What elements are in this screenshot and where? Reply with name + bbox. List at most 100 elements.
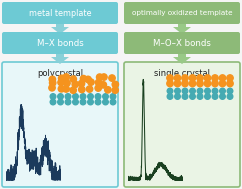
Circle shape [85,76,91,83]
Circle shape [70,87,76,93]
Circle shape [220,94,225,99]
Circle shape [212,75,218,81]
Circle shape [219,80,226,87]
Circle shape [212,94,218,99]
Circle shape [103,94,108,99]
Circle shape [58,79,64,86]
Circle shape [63,86,69,92]
Circle shape [80,75,87,82]
Polygon shape [173,57,191,64]
Polygon shape [56,22,64,27]
Circle shape [112,87,118,93]
Circle shape [88,94,93,99]
Circle shape [95,85,101,91]
FancyBboxPatch shape [124,32,240,54]
Circle shape [212,80,218,87]
Circle shape [65,99,71,105]
FancyBboxPatch shape [124,62,240,187]
Circle shape [190,94,195,99]
Circle shape [50,99,56,105]
Circle shape [175,94,180,99]
Circle shape [101,74,107,80]
Polygon shape [51,57,69,64]
Text: optimally oxidized template: optimally oxidized template [132,10,232,16]
Circle shape [109,75,115,81]
Circle shape [88,79,94,85]
Circle shape [58,94,63,99]
Circle shape [79,86,85,93]
Circle shape [182,94,188,99]
Circle shape [73,99,78,105]
Circle shape [227,94,233,99]
Circle shape [63,74,69,80]
Circle shape [174,75,181,81]
Circle shape [105,87,111,93]
Circle shape [97,74,103,80]
Polygon shape [178,22,186,27]
Circle shape [174,80,181,87]
Circle shape [64,80,70,86]
Circle shape [197,88,203,94]
FancyBboxPatch shape [2,32,118,54]
Polygon shape [173,27,191,34]
Circle shape [219,75,226,81]
Circle shape [190,88,195,94]
Circle shape [95,99,101,105]
Circle shape [73,94,78,99]
Circle shape [167,80,173,87]
Circle shape [204,80,211,87]
Polygon shape [51,27,69,34]
Circle shape [175,88,180,94]
Circle shape [95,94,101,99]
Circle shape [88,99,93,105]
Text: single crystal: single crystal [154,69,210,78]
Circle shape [205,94,210,99]
Circle shape [100,82,106,88]
Circle shape [103,99,108,105]
Circle shape [167,88,173,94]
Circle shape [58,99,63,105]
Polygon shape [178,52,186,57]
Circle shape [112,81,119,88]
Text: M–O–X bonds: M–O–X bonds [153,39,211,47]
Circle shape [80,99,86,105]
Circle shape [49,80,56,86]
Circle shape [205,88,210,94]
Text: polycrystal: polycrystal [37,69,83,78]
Circle shape [220,88,225,94]
Circle shape [227,75,233,81]
Circle shape [189,80,196,87]
Text: M–X bonds: M–X bonds [37,39,83,47]
Circle shape [227,88,233,94]
Circle shape [72,81,78,88]
Circle shape [86,86,93,92]
Circle shape [80,94,86,99]
Circle shape [59,75,65,81]
Circle shape [110,94,116,99]
Circle shape [197,75,203,81]
Circle shape [204,75,211,81]
Circle shape [49,76,56,83]
FancyBboxPatch shape [2,2,118,24]
Circle shape [70,76,76,82]
Circle shape [65,94,71,99]
Circle shape [189,75,196,81]
Circle shape [50,94,56,99]
Circle shape [58,86,65,92]
Circle shape [182,75,188,81]
FancyBboxPatch shape [2,62,118,187]
FancyBboxPatch shape [124,2,240,24]
Circle shape [110,99,116,105]
Polygon shape [56,52,64,57]
Circle shape [197,94,203,99]
Circle shape [227,80,233,87]
Circle shape [78,80,85,87]
Circle shape [182,88,188,94]
Circle shape [49,85,55,91]
Text: metal template: metal template [29,9,91,18]
Circle shape [182,80,188,87]
Circle shape [197,80,203,87]
Circle shape [167,75,173,81]
Circle shape [212,88,218,94]
Circle shape [95,79,102,86]
